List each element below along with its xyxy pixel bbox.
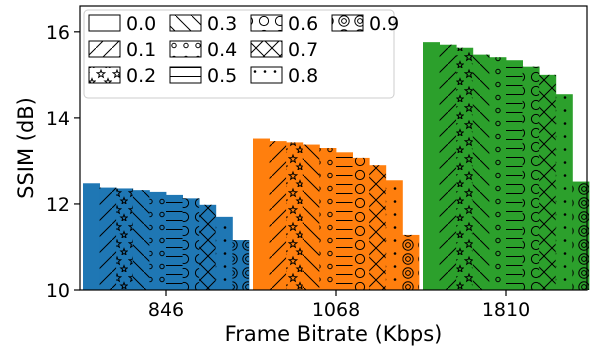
bar-hatch-846-0.7 [199, 204, 216, 290]
bar-hatch-846-0.6 [182, 198, 200, 290]
legend-label-0.3: 0.3 [207, 13, 237, 35]
legend-swatch-hatch-0.2 [88, 66, 121, 84]
legend-label-0.4: 0.4 [207, 39, 237, 61]
legend-label-0.0: 0.0 [126, 13, 156, 35]
legend-label-0.1: 0.1 [126, 39, 156, 61]
bar-hatch-846-0.9 [232, 240, 249, 290]
bar-hatch-846-0.3 [132, 190, 150, 290]
legend-swatch-hatch-0.6 [250, 14, 283, 32]
bar-hatch-846-0.8 [215, 216, 233, 290]
bar-1068-0.0 [253, 138, 270, 290]
x-axis-label: Frame Bitrate (Kbps) [225, 322, 443, 346]
bar-846-0.0 [83, 183, 100, 290]
legend: 0.0 0.1 0.2 0.3 0.4 0.5 0.6 0.7 0.8 0.9 [83, 9, 399, 99]
bar-hatch-1068-0.6 [352, 157, 370, 290]
legend-swatch-hatch-0.1 [88, 40, 121, 58]
bar-hatch-1810-0.2 [456, 47, 473, 290]
legend-label-0.7: 0.7 [288, 39, 318, 61]
bar-hatch-1068-0.3 [302, 144, 320, 290]
bar-hatch-846-0.2 [116, 188, 133, 290]
bar-hatch-1810-0.6 [522, 66, 540, 290]
y-tick-label-16: 16 [46, 22, 70, 44]
bars-layer [83, 42, 590, 291]
legend-label-0.9: 0.9 [369, 13, 399, 35]
x-tick-label-846: 846 [148, 299, 184, 321]
legend-box [83, 9, 395, 99]
bar-hatch-1810-0.4 [489, 57, 506, 291]
x-tick-label-1068: 1068 [312, 299, 360, 321]
legend-swatch-hatch-0.5 [169, 66, 202, 84]
legend-label-0.5: 0.5 [207, 65, 237, 87]
legend-swatch-hatch-0.9 [331, 14, 364, 32]
bar-hatch-1068-0.1 [269, 141, 287, 290]
legend-swatch-hatch-0.7 [250, 40, 283, 58]
bar-hatch-846-0.1 [99, 187, 117, 290]
bar-hatch-1068-0.4 [319, 148, 336, 290]
bar-hatch-1068-0.9 [402, 234, 419, 290]
bar-hatch-1068-0.8 [385, 180, 403, 290]
legend-swatch-hatch-0.3 [169, 14, 202, 32]
y-tick-label-14: 14 [46, 108, 70, 130]
bar-hatch-1810-0.1 [439, 44, 457, 291]
legend-label-0.8: 0.8 [288, 65, 318, 87]
bar-hatch-1810-0.5 [506, 60, 523, 290]
bar-hatch-1068-0.5 [336, 152, 353, 290]
bar-hatch-846-0.4 [149, 191, 166, 290]
bar-1810-0.0 [423, 42, 440, 291]
y-tick-label-10: 10 [46, 280, 70, 302]
legend-swatch-hatch-0.4 [169, 40, 202, 58]
bar-hatch-1810-0.3 [472, 54, 490, 291]
legend-label-0.2: 0.2 [126, 65, 156, 87]
legend-label-0.6: 0.6 [288, 13, 318, 35]
bar-hatch-1068-0.2 [286, 142, 303, 290]
plot-frame [79, 5, 588, 291]
bar-hatch-1810-0.9 [572, 181, 589, 290]
axes-layer: 846 1068 1810 10 12 14 16 [46, 22, 530, 321]
bar-hatch-1068-0.7 [369, 165, 386, 290]
x-tick-label-1810: 1810 [482, 299, 530, 321]
legend-swatch-hatch-0.8 [250, 66, 283, 84]
bar-hatch-1810-0.8 [555, 94, 573, 291]
y-axis-label: SSIM (dB) [14, 97, 38, 199]
y-tick-label-12: 12 [46, 194, 70, 216]
bar-hatch-1810-0.7 [539, 74, 556, 290]
bar-hatch-846-0.5 [166, 194, 183, 290]
legend-swatch-0.0 [88, 14, 121, 32]
